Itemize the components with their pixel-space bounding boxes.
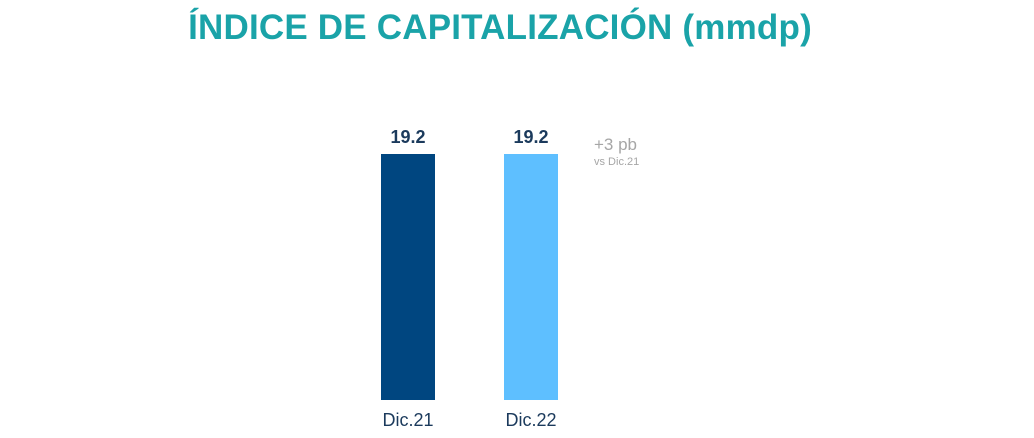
chart-title: ÍNDICE DE CAPITALIZACIÓN (mmdp) <box>188 8 812 47</box>
data-label: 19.2 <box>390 127 425 147</box>
category-label: Dic.21 <box>382 410 433 430</box>
delta-annotation: +3 pb <box>594 135 637 154</box>
category-label: Dic.22 <box>505 410 556 430</box>
bar-dic-22 <box>504 154 558 400</box>
data-label: 19.2 <box>513 127 548 147</box>
bar-dic-21 <box>381 154 435 400</box>
delta-annotation-sub: vs Dic.21 <box>594 156 639 168</box>
